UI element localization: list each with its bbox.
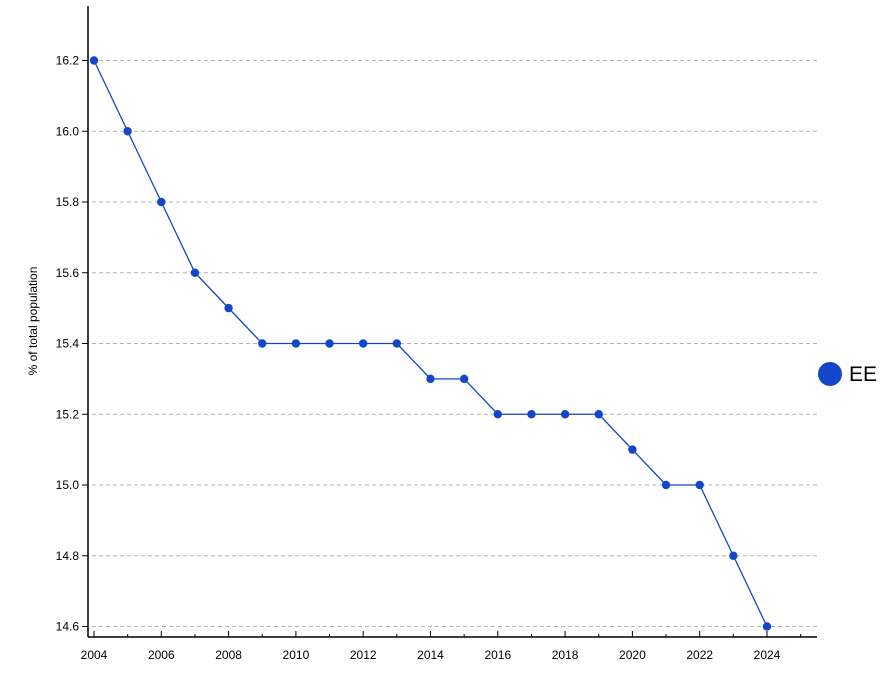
data-point-2013[interactable] bbox=[392, 339, 402, 348]
legend-marker-ee bbox=[818, 362, 842, 386]
axes bbox=[87, 6, 817, 638]
gridlines bbox=[92, 60, 817, 627]
data-point-2016[interactable] bbox=[493, 410, 502, 419]
data-point-2009[interactable] bbox=[258, 339, 267, 348]
data-point-2006[interactable] bbox=[157, 197, 166, 207]
y-tick-label-15.8: 15.8 bbox=[56, 195, 80, 209]
data-point-2023[interactable] bbox=[729, 551, 738, 560]
x-tick-label-2010: 2010 bbox=[283, 648, 310, 662]
y-tick-label-15.6: 15.6 bbox=[56, 266, 80, 280]
y-tick-label-16.0: 16.0 bbox=[56, 124, 80, 138]
data-point-2014[interactable] bbox=[426, 374, 435, 384]
data-point-2018[interactable] bbox=[560, 410, 570, 419]
data-point-2017[interactable] bbox=[527, 410, 536, 419]
y-tick-label-15.0: 15.0 bbox=[56, 478, 80, 492]
series bbox=[89, 56, 772, 631]
y-tick-label-14.6: 14.6 bbox=[56, 620, 80, 634]
data-point-2007[interactable] bbox=[190, 268, 200, 277]
data-point-2022[interactable] bbox=[695, 480, 704, 490]
x-tick-label-2020: 2020 bbox=[619, 648, 646, 662]
data-point-2008[interactable] bbox=[224, 303, 233, 313]
data-point-2005[interactable] bbox=[123, 127, 132, 136]
y-tick-label-15.2: 15.2 bbox=[56, 407, 80, 421]
legend-label-ee: EE bbox=[849, 363, 877, 386]
data-point-2015[interactable] bbox=[459, 374, 469, 384]
x-ticks: 2004 2006 2008 2010 2012 2014 2016 2018 2020 2022… bbox=[81, 631, 802, 662]
y-ticks: 14.6 14.8 15.0 15.2 15.4 15.6 15.8 16.0 16.2 bbox=[56, 54, 88, 634]
x-tick-label-2008: 2008 bbox=[215, 648, 242, 662]
x-tick-label-2014: 2014 bbox=[417, 648, 444, 662]
data-point-2020[interactable] bbox=[628, 445, 637, 454]
legend: EE bbox=[818, 362, 877, 386]
data-point-2021[interactable] bbox=[661, 480, 671, 490]
data-point-2004[interactable] bbox=[89, 56, 99, 65]
y-tick-label-15.4: 15.4 bbox=[56, 337, 80, 351]
x-tick-label-2004: 2004 bbox=[81, 648, 108, 662]
data-point-2011[interactable] bbox=[325, 339, 334, 348]
data-point-2010[interactable] bbox=[291, 339, 301, 348]
y-tick-label-16.2: 16.2 bbox=[56, 54, 80, 68]
x-tick-label-2024: 2024 bbox=[754, 648, 781, 662]
y-axis-title: % of total population bbox=[26, 267, 40, 376]
x-tick-label-2006: 2006 bbox=[148, 648, 175, 662]
y-tick-label-14.8: 14.8 bbox=[56, 549, 80, 563]
data-point-2012[interactable] bbox=[359, 339, 368, 348]
x-tick-label-2016: 2016 bbox=[484, 648, 511, 662]
data-point-2019[interactable] bbox=[594, 410, 603, 419]
data-point-2024[interactable] bbox=[762, 622, 772, 631]
x-tick-label-2018: 2018 bbox=[552, 648, 579, 662]
x-tick-label-2012: 2012 bbox=[350, 648, 377, 662]
x-tick-label-2022: 2022 bbox=[686, 648, 713, 662]
